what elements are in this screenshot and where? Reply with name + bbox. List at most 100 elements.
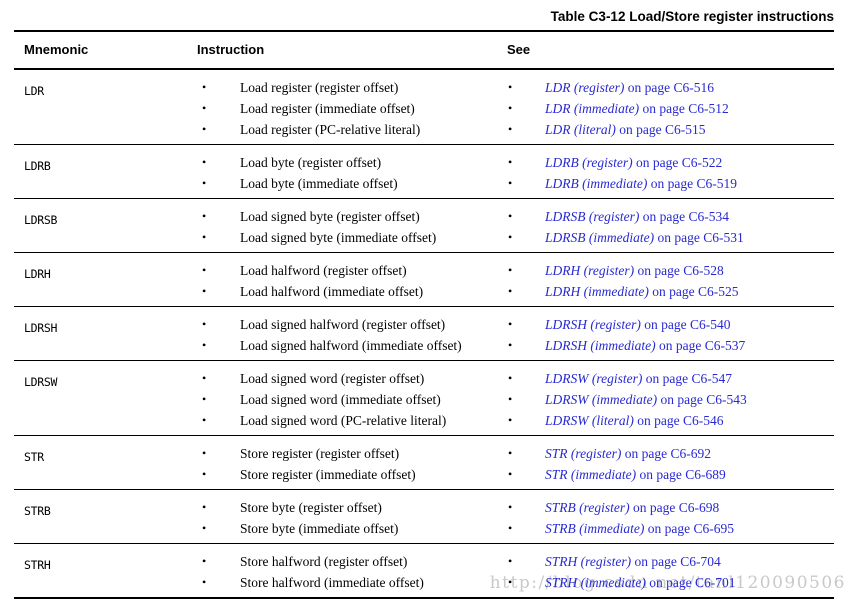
bullet-icon: • <box>508 575 513 589</box>
table-header-row: Mnemonic Instruction See <box>14 32 834 70</box>
mnemonic-cell: LDR <box>24 84 44 98</box>
mnemonic-cell: LDRB <box>24 159 51 173</box>
bullet-icon: • <box>508 209 513 223</box>
see-link[interactable]: LDRSH (register) on page C6-540 <box>545 314 730 335</box>
see-link-suffix: on page C6-531 <box>654 230 744 245</box>
bullet-icon: • <box>508 446 513 460</box>
see-item: • LDRSW (immediate) on page C6-543 <box>500 389 834 410</box>
see-link[interactable]: STR (immediate) on page C6-689 <box>545 464 726 485</box>
see-link-name: LDRH (register) <box>545 263 635 278</box>
see-link[interactable]: LDRH (immediate) on page C6-525 <box>545 281 738 302</box>
bullet-icon: • <box>508 101 513 115</box>
see-item: • LDRSB (register) on page C6-534 <box>500 206 834 227</box>
see-link-name: LDRSH (immediate) <box>545 338 656 353</box>
instruction-cell: • Load signed byte (register offset) • Load… <box>190 206 500 248</box>
see-cell: • STR (register) on page C6-692 • STR (imme… <box>500 443 834 485</box>
see-link[interactable]: STR (register) on page C6-692 <box>545 443 711 464</box>
see-cell: • STRB (register) on page C6-698 • STRB (im… <box>500 497 834 539</box>
see-link[interactable]: LDRSB (register) on page C6-534 <box>545 206 729 227</box>
table-row: STRH • Store halfword (register offset) • St… <box>14 544 834 599</box>
see-link[interactable]: LDRSW (literal) on page C6-546 <box>545 410 723 431</box>
see-item: • LDRSH (register) on page C6-540 <box>500 314 834 335</box>
see-link-name: LDRSB (register) <box>545 209 640 224</box>
bullet-icon: • <box>508 338 513 352</box>
see-link-suffix: on page C6-528 <box>634 263 724 278</box>
see-link-name: STRH (immediate) <box>545 575 646 590</box>
instruction-cell: • Store halfword (register offset) • Store … <box>190 551 500 593</box>
bullet-icon: • <box>508 317 513 331</box>
table-body: LDR • Load register (register offset) • Load… <box>14 70 834 599</box>
instruction-item: • Load signed byte (register offset) <box>190 206 500 227</box>
see-link-suffix: on page C6-515 <box>615 122 706 137</box>
instruction-item: • Load signed halfword (immediate offset) <box>190 335 500 356</box>
mnemonic-cell: LDRSW <box>24 375 58 389</box>
see-link[interactable]: STRB (immediate) on page C6-695 <box>545 518 734 539</box>
instruction-item: • Load signed word (immediate offset) <box>190 389 500 410</box>
see-link[interactable]: LDRSH (immediate) on page C6-537 <box>545 335 745 356</box>
instruction-text: Store register (immediate offset) <box>240 467 416 482</box>
see-link-suffix: on page C6-543 <box>657 392 747 407</box>
see-link[interactable]: STRH (immediate) on page C6-701 <box>545 572 735 593</box>
table-caption: Table C3-12 Load/Store register instruct… <box>550 9 834 24</box>
instruction-item: • Store byte (register offset) <box>190 497 500 518</box>
see-link[interactable]: LDRSW (immediate) on page C6-543 <box>545 389 747 410</box>
see-item: • LDRSB (immediate) on page C6-531 <box>500 227 834 248</box>
see-link-name: STRB (register) <box>545 500 630 515</box>
see-link-name: STRH (register) <box>545 554 632 569</box>
see-item: • LDR (immediate) on page C6-512 <box>500 98 834 119</box>
see-link[interactable]: LDR (literal) on page C6-515 <box>545 119 705 140</box>
see-link[interactable]: LDR (immediate) on page C6-512 <box>545 98 729 119</box>
bullet-icon: • <box>508 392 513 406</box>
bullet-icon: • <box>508 500 513 514</box>
instruction-item: • Load signed halfword (register offset) <box>190 314 500 335</box>
load-store-table: Mnemonic Instruction See LDR • Load regist… <box>14 30 834 599</box>
see-item: • STRB (immediate) on page C6-695 <box>500 518 834 539</box>
instruction-text: Load halfword (register offset) <box>240 263 407 278</box>
see-item: • LDRB (register) on page C6-522 <box>500 152 834 173</box>
see-link[interactable]: STRB (register) on page C6-698 <box>545 497 719 518</box>
see-link-name: STR (register) <box>545 446 622 461</box>
see-link[interactable]: LDRB (immediate) on page C6-519 <box>545 173 737 194</box>
see-link-suffix: on page C6-537 <box>655 338 746 353</box>
see-item: • LDRSW (literal) on page C6-546 <box>500 410 834 431</box>
bullet-icon: • <box>202 371 207 385</box>
see-link[interactable]: LDRB (register) on page C6-522 <box>545 152 722 173</box>
see-link-name: STR (immediate) <box>545 467 637 482</box>
see-link-suffix: on page C6-519 <box>647 176 737 191</box>
see-link[interactable]: LDR (register) on page C6-516 <box>545 77 714 98</box>
bullet-icon: • <box>508 413 513 427</box>
instruction-text: Load signed byte (register offset) <box>240 209 420 224</box>
see-link[interactable]: LDRSB (immediate) on page C6-531 <box>545 227 744 248</box>
instruction-cell: • Load signed halfword (register offset) •… <box>190 314 500 356</box>
bullet-icon: • <box>202 101 207 115</box>
see-cell: • LDR (register) on page C6-516 • LDR (imme… <box>500 77 834 140</box>
instruction-cell: • Load signed word (register offset) • Load… <box>190 368 500 431</box>
see-link-name: LDRSW (immediate) <box>545 392 658 407</box>
instruction-text: Load byte (register offset) <box>240 155 382 170</box>
see-link-name: LDR (literal) <box>545 122 616 137</box>
instruction-text: Store byte (register offset) <box>240 500 382 515</box>
see-link-name: LDR (register) <box>545 80 625 95</box>
see-link[interactable]: LDRH (register) on page C6-528 <box>545 260 724 281</box>
see-cell: • LDRH (register) on page C6-528 • LDRH (im… <box>500 260 834 302</box>
see-link-name: LDRSW (register) <box>545 371 643 386</box>
see-cell: • LDRSB (register) on page C6-534 • LDRSB (… <box>500 206 834 248</box>
bullet-icon: • <box>202 122 207 136</box>
instruction-item: • Store halfword (register offset) <box>190 551 500 572</box>
bullet-icon: • <box>202 317 207 331</box>
bullet-icon: • <box>202 176 207 190</box>
see-link-suffix: on page C6-698 <box>629 500 720 515</box>
bullet-icon: • <box>202 446 207 460</box>
mnemonic-cell: STRH <box>24 558 51 572</box>
see-link-suffix: on page C6-516 <box>624 80 714 95</box>
see-link[interactable]: LDRSW (register) on page C6-547 <box>545 368 732 389</box>
see-link[interactable]: STRH (register) on page C6-704 <box>545 551 721 572</box>
see-link-suffix: on page C6-522 <box>632 155 723 170</box>
table-row: STRB • Store byte (register offset) • Store … <box>14 490 834 544</box>
table-row: LDR • Load register (register offset) • Load… <box>14 70 834 145</box>
see-item: • LDRSW (register) on page C6-547 <box>500 368 834 389</box>
bullet-icon: • <box>508 554 513 568</box>
see-item: • STRH (register) on page C6-704 <box>500 551 834 572</box>
see-link-suffix: on page C6-689 <box>636 467 726 482</box>
